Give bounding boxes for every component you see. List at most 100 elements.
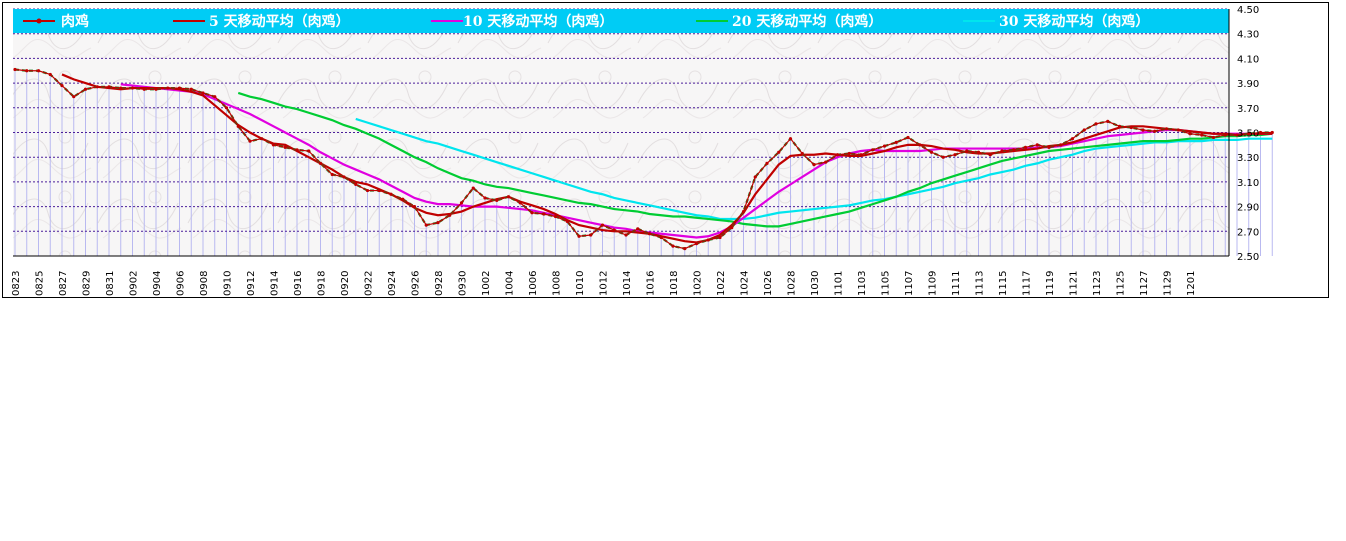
price-point xyxy=(847,151,851,156)
series-line-ma20 xyxy=(237,91,1273,228)
x-tick-label: 1024 xyxy=(740,271,751,296)
price-point xyxy=(224,106,229,110)
price-point xyxy=(1247,132,1251,136)
y-tick-label: 3.90 xyxy=(1237,79,1259,90)
price-point xyxy=(1188,132,1192,136)
price-point xyxy=(859,153,863,157)
legend-label: 肉鸡 xyxy=(61,13,89,30)
price-point xyxy=(1094,122,1098,126)
price-point xyxy=(95,85,99,89)
price-point xyxy=(1047,145,1051,149)
price-point xyxy=(565,219,569,224)
x-tick-label: 1016 xyxy=(646,271,657,296)
x-tick-label: 0827 xyxy=(58,271,69,296)
price-point xyxy=(941,155,945,159)
legend-marker xyxy=(36,18,42,24)
series-line-ma30 xyxy=(355,117,1273,221)
x-tick-label: 1018 xyxy=(669,271,680,296)
price-point xyxy=(448,213,452,217)
price-point xyxy=(1258,130,1263,135)
x-tick-label: 1109 xyxy=(928,271,939,296)
x-tick-label: 1117 xyxy=(1022,271,1033,296)
price-point xyxy=(142,87,146,91)
price-point xyxy=(295,148,299,152)
price-point xyxy=(119,86,123,90)
chart-frame: 肉鸡 5 天移动平均（肉鸡） 10 天移动平均（肉鸡） 20 天移动平均（肉鸡） 30 … xyxy=(2,2,1329,298)
price-point xyxy=(577,234,581,238)
x-tick-label: 1125 xyxy=(1116,271,1127,296)
price-point xyxy=(189,87,193,91)
x-tick-label: 1105 xyxy=(881,271,892,296)
y-tick-label: 3.70 xyxy=(1237,104,1259,115)
price-point xyxy=(1059,143,1063,147)
x-tick-label: 1012 xyxy=(599,271,610,296)
legend-label: 20 天移动平均（肉鸡） xyxy=(732,13,882,30)
price-point xyxy=(1223,133,1227,137)
price-point xyxy=(1070,137,1075,141)
y-tick-label: 3.10 xyxy=(1237,178,1259,189)
series-line-ma10 xyxy=(120,83,1273,239)
legend-label: 5 天移动平均（肉鸡） xyxy=(209,13,350,30)
price-point xyxy=(647,232,652,236)
x-tick-label: 1008 xyxy=(552,271,563,296)
x-tick-label: 0831 xyxy=(105,271,116,296)
price-point xyxy=(824,160,828,164)
price-point xyxy=(483,196,487,200)
price-point xyxy=(13,67,17,72)
series-line-price-overlay xyxy=(14,68,1273,250)
y-tick-label: 2.90 xyxy=(1237,203,1259,214)
price-point xyxy=(236,124,240,128)
line-chart: 肉鸡 5 天移动平均（肉鸡） 10 天移动平均（肉鸡） 20 天移动平均（肉鸡） 30 … xyxy=(11,5,1274,296)
price-point xyxy=(718,235,722,240)
x-tick-label: 1101 xyxy=(834,271,845,296)
price-point xyxy=(60,83,64,88)
x-tick-label: 0930 xyxy=(458,271,469,296)
x-tick-label: 1004 xyxy=(505,271,516,296)
y-tick-label: 4.10 xyxy=(1237,54,1259,65)
price-point xyxy=(694,242,699,246)
price-point xyxy=(906,135,910,140)
x-tick-label: 1119 xyxy=(1045,271,1056,296)
price-point xyxy=(1000,149,1004,153)
x-tick-label: 0928 xyxy=(434,271,445,296)
price-point xyxy=(177,86,182,90)
price-point xyxy=(389,192,393,196)
price-point xyxy=(506,195,511,199)
x-tick-label: 0825 xyxy=(35,271,46,296)
price-point xyxy=(1012,148,1016,152)
y-tick-label: 3.30 xyxy=(1237,153,1259,164)
price-point xyxy=(788,137,793,141)
price-point xyxy=(589,233,593,237)
x-axis: 0823 0825 0827 0829 0831 0902 0904 0906 0908 0910… xyxy=(11,271,1197,296)
x-tick-label: 0924 xyxy=(387,271,398,296)
price-point xyxy=(412,205,417,209)
price-point xyxy=(248,139,252,143)
price-point xyxy=(260,137,264,141)
x-tick-label: 1014 xyxy=(622,271,633,296)
price-point xyxy=(706,238,710,242)
price-point xyxy=(542,212,546,216)
price-point xyxy=(965,149,969,153)
x-tick-label: 1020 xyxy=(693,271,704,296)
price-point xyxy=(318,161,323,165)
price-point xyxy=(401,197,405,201)
price-point xyxy=(342,175,346,179)
price-point xyxy=(777,150,781,154)
price-point xyxy=(741,209,746,214)
price-point xyxy=(1106,119,1110,123)
price-point xyxy=(1164,127,1169,131)
price-point xyxy=(800,151,804,156)
price-point xyxy=(894,140,898,144)
price-point xyxy=(330,172,334,177)
price-point xyxy=(471,186,475,190)
price-point xyxy=(671,244,675,248)
price-point xyxy=(976,150,981,154)
price-point xyxy=(765,161,769,165)
price-point xyxy=(1117,124,1122,128)
x-tick-label: 1115 xyxy=(998,271,1009,296)
price-point xyxy=(929,150,934,154)
price-point xyxy=(83,87,88,91)
y-tick-label: 2.50 xyxy=(1237,252,1259,263)
legend-label: 10 天移动平均（肉鸡） xyxy=(463,13,613,30)
x-tick-label: 1022 xyxy=(716,271,727,296)
